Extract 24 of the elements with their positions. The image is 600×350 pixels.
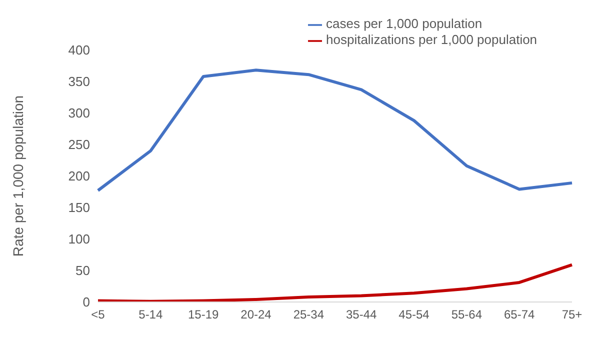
x-tick-label: 5-14 — [138, 308, 163, 322]
y-tick-label: 300 — [68, 106, 90, 121]
y-tick-label: 350 — [68, 74, 90, 90]
y-tick-label: 250 — [68, 137, 90, 152]
x-tick-label: 35-44 — [346, 308, 377, 322]
y-axis-title: Rate per 1,000 population — [10, 95, 26, 257]
y-tick-label: 0 — [82, 294, 90, 310]
y-tick-label: 150 — [68, 200, 90, 216]
y-tick-label: 100 — [68, 232, 90, 247]
x-tick-label: 75+ — [562, 308, 582, 322]
legend-label: hospitalizations per 1,000 population — [326, 32, 538, 47]
x-tick-label: 65-74 — [504, 308, 535, 322]
x-tick-label: 25-34 — [293, 308, 324, 322]
legend-label: cases per 1,000 population — [326, 16, 482, 31]
x-tick-label: 45-54 — [398, 308, 430, 322]
y-tick-label: 200 — [68, 168, 90, 184]
y-tick-label: 400 — [68, 42, 90, 58]
line-series — [96, 263, 574, 302]
x-tick-label: 15-19 — [188, 308, 219, 322]
x-tick-label: 20-24 — [240, 308, 272, 322]
line-series — [96, 68, 574, 192]
x-tick-label: <5 — [91, 308, 106, 322]
x-tick-label: 55-64 — [451, 308, 482, 322]
y-tick-label: 50 — [76, 263, 90, 278]
